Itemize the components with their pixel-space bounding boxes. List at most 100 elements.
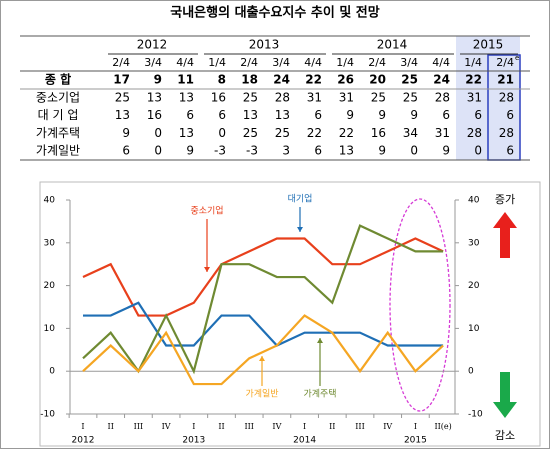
year-label: 2014 xyxy=(293,436,316,446)
cell: 11 xyxy=(177,73,194,87)
year-label: 2013 xyxy=(249,38,280,52)
x-tick-label: II xyxy=(329,422,335,431)
cell: 31 xyxy=(467,90,482,104)
cell: 22 xyxy=(307,126,322,140)
cell: 26 xyxy=(337,73,354,87)
quarter-label: 2/4 xyxy=(240,56,258,69)
y2-tick-label: -10 xyxy=(468,410,483,420)
cell: 8 xyxy=(218,73,226,87)
year-label: 2014 xyxy=(377,38,408,52)
label-arrowhead xyxy=(259,356,265,361)
cell: 13 xyxy=(275,108,290,122)
cell: 25 xyxy=(371,90,386,104)
cell: 22 xyxy=(339,126,354,140)
x-tick-label: II xyxy=(108,422,114,431)
cell: 13 xyxy=(243,108,258,122)
cell: 25 xyxy=(243,90,258,104)
y-tick-label: 0 xyxy=(49,367,55,377)
x-tick-label: III xyxy=(355,422,364,431)
cell: 13 xyxy=(179,90,194,104)
cell: 9 xyxy=(378,108,386,122)
cell: 25 xyxy=(243,126,258,140)
quarter-label: 3/4 xyxy=(272,56,290,69)
cell: 13 xyxy=(115,108,130,122)
cell: 17 xyxy=(113,73,130,87)
cell: 25 xyxy=(401,73,418,87)
series-line xyxy=(83,301,444,347)
quarter-label: 4/4 xyxy=(176,56,194,69)
x-tick-label: I xyxy=(303,422,306,431)
x-tick-label: III xyxy=(134,422,143,431)
quarter-label: 2/4 xyxy=(368,56,386,69)
series-label: 중소기업 xyxy=(190,206,223,217)
cell: 31 xyxy=(435,126,450,140)
x-tick-label: II xyxy=(218,422,224,431)
y2-tick-label: 0 xyxy=(468,367,474,377)
label-arrowhead xyxy=(317,338,323,343)
highlight-ellipse xyxy=(389,198,451,412)
y-tick-label: 20 xyxy=(44,281,56,291)
series-line xyxy=(82,314,444,386)
series-label: 가계일반 xyxy=(245,388,278,400)
increase-label: 증가 xyxy=(495,193,515,206)
cell: 6 xyxy=(122,144,130,158)
quarter-label: 3/4 xyxy=(144,56,162,69)
year-label: 2012 xyxy=(137,38,168,52)
up-arrow xyxy=(493,212,517,258)
quarter-label: 4/4 xyxy=(432,56,450,69)
cell: 25 xyxy=(275,126,290,140)
cell: 28 xyxy=(275,90,290,104)
cell: -3 xyxy=(246,144,258,158)
cell: 13 xyxy=(179,126,194,140)
y2-tick-label: 40 xyxy=(468,196,480,206)
cell: 31 xyxy=(307,90,322,104)
y-tick-label: 30 xyxy=(44,238,56,248)
cell: 34 xyxy=(403,126,418,140)
y2-tick-label: 30 xyxy=(468,238,480,248)
series-label: 가계주택 xyxy=(303,388,336,400)
y-tick-label: 10 xyxy=(44,324,56,334)
quarter-label: 2/4 xyxy=(112,56,130,69)
cell: 0 xyxy=(154,126,162,140)
y-tick-label: -10 xyxy=(40,410,55,420)
row-label: 가계주택 xyxy=(36,126,80,140)
y2-tick-label: 20 xyxy=(468,281,480,291)
cell: 25 xyxy=(403,90,418,104)
cell: 9 xyxy=(186,144,194,158)
quarter-label: 3/4 xyxy=(400,56,418,69)
decrease-label: 감소 xyxy=(495,429,515,442)
cell: 6 xyxy=(314,108,322,122)
x-tick-label: II(e) xyxy=(434,422,451,431)
cell: 9 xyxy=(346,108,354,122)
quarter-label: 1/4 xyxy=(336,56,354,69)
cell: 24 xyxy=(433,73,450,87)
row-label: 중소기업 xyxy=(36,90,80,104)
year-label: 2015 xyxy=(404,436,427,446)
cell: 3 xyxy=(282,144,290,158)
cell: 31 xyxy=(339,90,354,104)
cell: 18 xyxy=(241,73,258,87)
quarter-label: 4/4 xyxy=(304,56,322,69)
cell: 28 xyxy=(499,126,514,140)
cell: 9 xyxy=(122,126,130,140)
cell: 22 xyxy=(465,73,482,87)
cell: 16 xyxy=(147,108,162,122)
cell: 9 xyxy=(154,73,162,87)
cell: 25 xyxy=(115,90,130,104)
y2-tick-label: 10 xyxy=(468,324,480,334)
cell: 6 xyxy=(314,144,322,158)
quarter-label: 1/4 xyxy=(208,56,226,69)
row-label: 대 기 업 xyxy=(38,108,79,122)
cell: 9 xyxy=(410,108,418,122)
cell: 6 xyxy=(506,108,514,122)
cell: 0 xyxy=(410,144,418,158)
cell: 24 xyxy=(273,73,290,87)
cell: 21 xyxy=(497,73,514,87)
cell: 9 xyxy=(378,144,386,158)
series-label: 대기업 xyxy=(288,194,313,205)
cell: 0 xyxy=(474,144,482,158)
year-label: 2015 xyxy=(473,38,504,52)
x-tick-label: III xyxy=(244,422,253,431)
year-label: 2012 xyxy=(72,436,95,446)
cell: 13 xyxy=(339,144,354,158)
